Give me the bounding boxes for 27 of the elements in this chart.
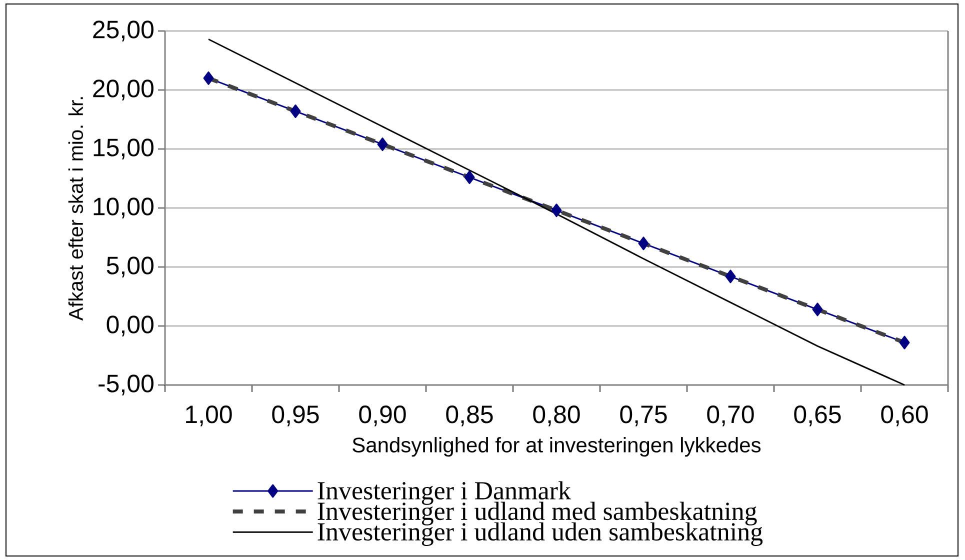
x-tick-label: 0,75	[620, 406, 667, 426]
y-tick-label: 5,00	[106, 256, 154, 278]
x-axis-title: Sandsynlighed for at investeringen lykkedes	[352, 437, 761, 457]
y-axis-title: Afkast efter skat i mio. kr.	[68, 97, 84, 321]
x-tick-label: 0,65	[794, 406, 841, 426]
point	[290, 104, 301, 118]
point	[377, 138, 388, 152]
x-tick-label: 0,70	[707, 406, 754, 426]
x-tick-label: 0,60	[881, 406, 928, 426]
point	[203, 71, 214, 85]
point	[551, 204, 562, 218]
y-tick-label: 20,00	[93, 80, 154, 100]
x-tick-label: 1,00	[186, 406, 232, 426]
y-tick-label: 15,00	[94, 138, 154, 160]
point	[464, 170, 475, 184]
x-tick-label: 0,90	[359, 406, 406, 426]
point	[812, 302, 823, 316]
point	[725, 270, 736, 284]
point	[899, 336, 910, 350]
y-tick-label: -5,00	[98, 374, 154, 396]
y-tick-label: 25,00	[93, 20, 154, 42]
x-tick-label: 0,95	[272, 406, 319, 426]
point	[638, 236, 649, 250]
y-tick-label: 0,00	[106, 316, 154, 336]
x-tick-label: 0,80	[533, 406, 580, 426]
x-tick-label: 0,85	[446, 406, 493, 426]
y-tick-label: 10,00	[94, 198, 154, 218]
